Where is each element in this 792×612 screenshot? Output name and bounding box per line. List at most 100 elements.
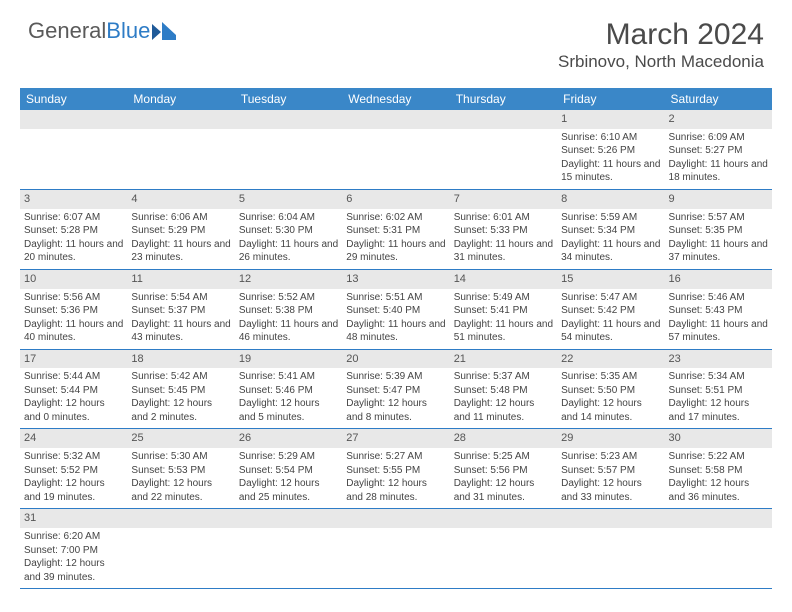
day-number: 7	[450, 190, 557, 209]
empty-cell	[127, 509, 234, 589]
sunrise-line: Sunrise: 5:52 AM	[239, 291, 338, 305]
sunset-line: Sunset: 5:57 PM	[561, 464, 660, 478]
sunrise-line: Sunrise: 5:34 AM	[669, 370, 768, 384]
daylight-line: Daylight: 11 hours and 54 minutes.	[561, 318, 660, 345]
daylight-line: Daylight: 11 hours and 26 minutes.	[239, 238, 338, 265]
day-number: 3	[20, 190, 127, 209]
day-header: Sunday	[20, 88, 127, 110]
day-number: 19	[235, 350, 342, 369]
day-number: 28	[450, 429, 557, 448]
day-header: Tuesday	[235, 88, 342, 110]
empty-cell	[450, 110, 557, 189]
day-cell: 18Sunrise: 5:42 AMSunset: 5:45 PMDayligh…	[127, 349, 234, 429]
daylight-line: Daylight: 11 hours and 46 minutes.	[239, 318, 338, 345]
day-number-empty	[342, 509, 449, 528]
sunset-line: Sunset: 5:41 PM	[454, 304, 553, 318]
day-cell: 27Sunrise: 5:27 AMSunset: 5:55 PMDayligh…	[342, 429, 449, 509]
daylight-line: Daylight: 11 hours and 40 minutes.	[24, 318, 123, 345]
daylight-line: Daylight: 11 hours and 37 minutes.	[669, 238, 768, 265]
sunset-line: Sunset: 5:56 PM	[454, 464, 553, 478]
empty-cell	[665, 509, 772, 589]
daylight-line: Daylight: 12 hours and 17 minutes.	[669, 397, 768, 424]
day-number-empty	[450, 110, 557, 129]
daylight-line: Daylight: 12 hours and 22 minutes.	[131, 477, 230, 504]
day-cell: 19Sunrise: 5:41 AMSunset: 5:46 PMDayligh…	[235, 349, 342, 429]
sunset-line: Sunset: 5:46 PM	[239, 384, 338, 398]
day-number-empty	[342, 110, 449, 129]
day-number: 12	[235, 270, 342, 289]
sunrise-line: Sunrise: 5:35 AM	[561, 370, 660, 384]
day-cell: 25Sunrise: 5:30 AMSunset: 5:53 PMDayligh…	[127, 429, 234, 509]
day-number: 10	[20, 270, 127, 289]
sunrise-line: Sunrise: 5:49 AM	[454, 291, 553, 305]
daylight-line: Daylight: 11 hours and 34 minutes.	[561, 238, 660, 265]
day-number-empty	[235, 110, 342, 129]
day-number-empty	[127, 509, 234, 528]
sunrise-line: Sunrise: 5:44 AM	[24, 370, 123, 384]
day-number-empty	[557, 509, 664, 528]
title-block: March 2024 Srbinovo, North Macedonia	[558, 18, 764, 72]
day-cell: 5Sunrise: 6:04 AMSunset: 5:30 PMDaylight…	[235, 189, 342, 269]
sunrise-line: Sunrise: 5:41 AM	[239, 370, 338, 384]
header: GeneralBlue March 2024 Srbinovo, North M…	[0, 0, 792, 82]
day-cell: 21Sunrise: 5:37 AMSunset: 5:48 PMDayligh…	[450, 349, 557, 429]
day-header: Friday	[557, 88, 664, 110]
day-number: 29	[557, 429, 664, 448]
day-number-empty	[20, 110, 127, 129]
calendar-body: 1Sunrise: 6:10 AMSunset: 5:26 PMDaylight…	[20, 110, 772, 589]
calendar-row: 3Sunrise: 6:07 AMSunset: 5:28 PMDaylight…	[20, 189, 772, 269]
sunset-line: Sunset: 5:35 PM	[669, 224, 768, 238]
sunrise-line: Sunrise: 5:47 AM	[561, 291, 660, 305]
day-number: 26	[235, 429, 342, 448]
day-number-empty	[450, 509, 557, 528]
day-number: 24	[20, 429, 127, 448]
day-cell: 31Sunrise: 6:20 AMSunset: 7:00 PMDayligh…	[20, 509, 127, 589]
sunrise-line: Sunrise: 5:27 AM	[346, 450, 445, 464]
sunrise-line: Sunrise: 6:10 AM	[561, 131, 660, 145]
day-cell: 16Sunrise: 5:46 AMSunset: 5:43 PMDayligh…	[665, 269, 772, 349]
empty-cell	[557, 509, 664, 589]
sunrise-line: Sunrise: 5:32 AM	[24, 450, 123, 464]
daylight-line: Daylight: 12 hours and 5 minutes.	[239, 397, 338, 424]
sunset-line: Sunset: 5:37 PM	[131, 304, 230, 318]
sunrise-line: Sunrise: 5:56 AM	[24, 291, 123, 305]
daylight-line: Daylight: 12 hours and 8 minutes.	[346, 397, 445, 424]
sunrise-line: Sunrise: 6:09 AM	[669, 131, 768, 145]
empty-cell	[235, 509, 342, 589]
daylight-line: Daylight: 12 hours and 14 minutes.	[561, 397, 660, 424]
day-cell: 24Sunrise: 5:32 AMSunset: 5:52 PMDayligh…	[20, 429, 127, 509]
sunset-line: Sunset: 5:42 PM	[561, 304, 660, 318]
calendar-row: 10Sunrise: 5:56 AMSunset: 5:36 PMDayligh…	[20, 269, 772, 349]
day-cell: 1Sunrise: 6:10 AMSunset: 5:26 PMDaylight…	[557, 110, 664, 189]
logo: GeneralBlue	[28, 18, 178, 44]
daylight-line: Daylight: 11 hours and 48 minutes.	[346, 318, 445, 345]
daylight-line: Daylight: 12 hours and 0 minutes.	[24, 397, 123, 424]
day-number: 6	[342, 190, 449, 209]
logo-flag-icon	[152, 22, 178, 40]
day-number-empty	[127, 110, 234, 129]
day-number: 18	[127, 350, 234, 369]
sunrise-line: Sunrise: 5:25 AM	[454, 450, 553, 464]
day-cell: 14Sunrise: 5:49 AMSunset: 5:41 PMDayligh…	[450, 269, 557, 349]
day-header: Monday	[127, 88, 234, 110]
sunrise-line: Sunrise: 5:39 AM	[346, 370, 445, 384]
day-number: 17	[20, 350, 127, 369]
day-number-empty	[235, 509, 342, 528]
daylight-line: Daylight: 12 hours and 19 minutes.	[24, 477, 123, 504]
day-cell: 10Sunrise: 5:56 AMSunset: 5:36 PMDayligh…	[20, 269, 127, 349]
daylight-line: Daylight: 12 hours and 33 minutes.	[561, 477, 660, 504]
sunrise-line: Sunrise: 6:06 AM	[131, 211, 230, 225]
calendar-row: 24Sunrise: 5:32 AMSunset: 5:52 PMDayligh…	[20, 429, 772, 509]
day-cell: 17Sunrise: 5:44 AMSunset: 5:44 PMDayligh…	[20, 349, 127, 429]
sunrise-line: Sunrise: 5:23 AM	[561, 450, 660, 464]
day-number: 4	[127, 190, 234, 209]
sunrise-line: Sunrise: 6:02 AM	[346, 211, 445, 225]
empty-cell	[20, 110, 127, 189]
daylight-line: Daylight: 12 hours and 25 minutes.	[239, 477, 338, 504]
sunset-line: Sunset: 5:34 PM	[561, 224, 660, 238]
day-cell: 15Sunrise: 5:47 AMSunset: 5:42 PMDayligh…	[557, 269, 664, 349]
daylight-line: Daylight: 12 hours and 39 minutes.	[24, 557, 123, 584]
sunrise-line: Sunrise: 5:22 AM	[669, 450, 768, 464]
empty-cell	[450, 509, 557, 589]
sunset-line: Sunset: 5:31 PM	[346, 224, 445, 238]
